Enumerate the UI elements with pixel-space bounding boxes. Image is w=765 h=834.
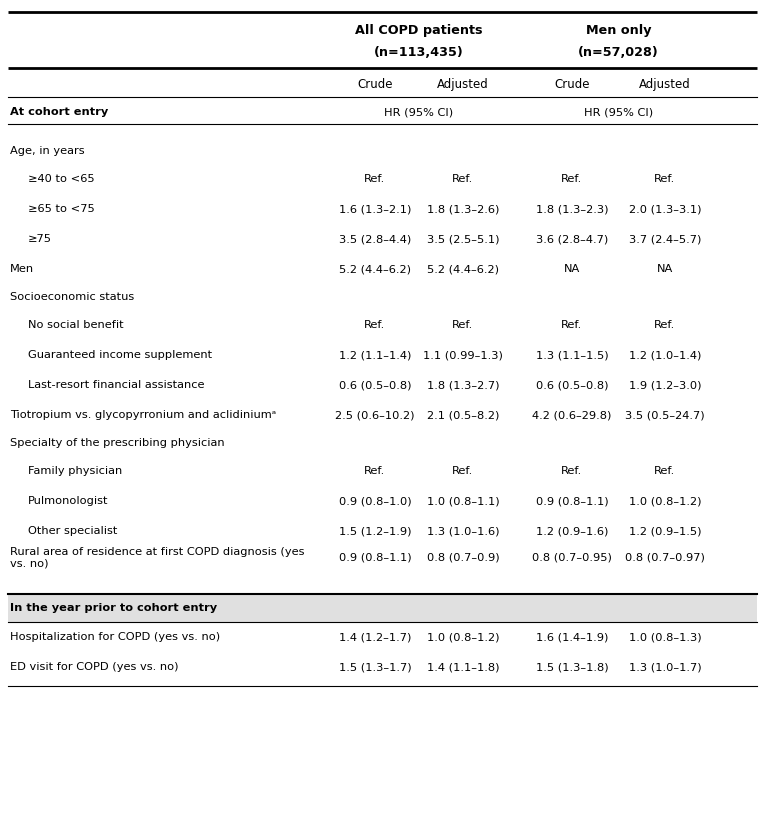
Text: 1.5 (1.3–1.7): 1.5 (1.3–1.7) [339,662,412,672]
Text: (n=57,028): (n=57,028) [578,46,659,58]
Text: Ref.: Ref. [452,320,474,330]
Text: Ref.: Ref. [452,466,474,476]
Text: Ref.: Ref. [364,174,386,184]
Text: Men: Men [10,264,34,274]
Text: 1.0 (0.8–1.3): 1.0 (0.8–1.3) [629,632,702,642]
Text: 0.8 (0.7–0.9): 0.8 (0.7–0.9) [427,553,500,563]
Text: 1.8 (1.3–2.7): 1.8 (1.3–2.7) [427,380,500,390]
Text: 0.9 (0.8–1.1): 0.9 (0.8–1.1) [339,553,412,563]
Text: Ref.: Ref. [364,320,386,330]
Text: Pulmonologist: Pulmonologist [28,496,109,506]
Text: 1.6 (1.3–2.1): 1.6 (1.3–2.1) [339,204,411,214]
Text: Guaranteed income supplement: Guaranteed income supplement [28,350,212,360]
Text: In the year prior to cohort entry: In the year prior to cohort entry [10,603,217,613]
Text: Ref.: Ref. [452,174,474,184]
Text: (n=113,435): (n=113,435) [374,46,464,58]
Text: At cohort entry: At cohort entry [10,107,109,117]
Text: 1.4 (1.1–1.8): 1.4 (1.1–1.8) [427,662,500,672]
Text: 1.9 (1.2–3.0): 1.9 (1.2–3.0) [629,380,702,390]
Text: 3.5 (2.5–5.1): 3.5 (2.5–5.1) [427,234,500,244]
Text: Last-resort financial assistance: Last-resort financial assistance [28,380,204,390]
Text: 2.5 (0.6–10.2): 2.5 (0.6–10.2) [335,410,415,420]
Text: ≥65 to <75: ≥65 to <75 [28,204,95,214]
Text: 2.1 (0.5–8.2): 2.1 (0.5–8.2) [427,410,500,420]
Text: 1.6 (1.4–1.9): 1.6 (1.4–1.9) [536,632,608,642]
Text: Age, in years: Age, in years [10,146,85,156]
Text: 1.8 (1.3–2.6): 1.8 (1.3–2.6) [427,204,500,214]
Text: 1.3 (1.0–1.7): 1.3 (1.0–1.7) [629,662,702,672]
Text: Socioeconomic status: Socioeconomic status [10,292,134,302]
Text: Ref.: Ref. [654,466,675,476]
Text: 0.8 (0.7–0.97): 0.8 (0.7–0.97) [625,553,705,563]
Text: Ref.: Ref. [654,320,675,330]
Text: 0.8 (0.7–0.95): 0.8 (0.7–0.95) [532,553,612,563]
Text: Family physician: Family physician [28,466,122,476]
Text: 1.1 (0.99–1.3): 1.1 (0.99–1.3) [423,350,503,360]
Text: All COPD patients: All COPD patients [355,23,483,37]
Text: Adjusted: Adjusted [437,78,489,91]
Text: 0.9 (0.8–1.1): 0.9 (0.8–1.1) [536,496,608,506]
Text: 3.7 (2.4–5.7): 3.7 (2.4–5.7) [629,234,702,244]
Text: 1.3 (1.1–1.5): 1.3 (1.1–1.5) [536,350,608,360]
Text: 2.0 (1.3–3.1): 2.0 (1.3–3.1) [629,204,702,214]
Text: ≥75: ≥75 [28,234,52,244]
Text: Men only: Men only [586,23,651,37]
Text: Crude: Crude [555,78,590,91]
Text: 5.2 (4.4–6.2): 5.2 (4.4–6.2) [427,264,499,274]
Text: 3.5 (2.8–4.4): 3.5 (2.8–4.4) [339,234,411,244]
Text: 1.2 (1.1–1.4): 1.2 (1.1–1.4) [339,350,411,360]
Text: Ref.: Ref. [364,466,386,476]
Text: Hospitalization for COPD (yes vs. no): Hospitalization for COPD (yes vs. no) [10,632,220,642]
Text: HR (95% CI): HR (95% CI) [385,107,454,117]
Text: 1.5 (1.2–1.9): 1.5 (1.2–1.9) [339,526,412,536]
Text: Other specialist: Other specialist [28,526,117,536]
Text: 1.0 (0.8–1.1): 1.0 (0.8–1.1) [427,496,500,506]
Text: Ref.: Ref. [654,174,675,184]
Text: Ref.: Ref. [562,466,583,476]
Text: No social benefit: No social benefit [28,320,124,330]
Text: NA: NA [564,264,580,274]
Text: Ref.: Ref. [562,320,583,330]
Text: HR (95% CI): HR (95% CI) [584,107,653,117]
Text: 1.4 (1.2–1.7): 1.4 (1.2–1.7) [339,632,411,642]
Text: 5.2 (4.4–6.2): 5.2 (4.4–6.2) [339,264,411,274]
Text: 1.0 (0.8–1.2): 1.0 (0.8–1.2) [629,496,702,506]
Text: 1.2 (0.9–1.5): 1.2 (0.9–1.5) [629,526,702,536]
Text: 1.2 (0.9–1.6): 1.2 (0.9–1.6) [536,526,608,536]
Text: Specialty of the prescribing physician: Specialty of the prescribing physician [10,438,225,448]
Text: 0.9 (0.8–1.0): 0.9 (0.8–1.0) [339,496,412,506]
Text: ≥40 to <65: ≥40 to <65 [28,174,95,184]
Text: 0.6 (0.5–0.8): 0.6 (0.5–0.8) [536,380,608,390]
Text: 1.0 (0.8–1.2): 1.0 (0.8–1.2) [427,632,500,642]
Text: 1.8 (1.3–2.3): 1.8 (1.3–2.3) [536,204,608,214]
Text: 1.5 (1.3–1.8): 1.5 (1.3–1.8) [536,662,608,672]
Text: Tiotropium vs. glycopyrronium and aclidiniumᵃ: Tiotropium vs. glycopyrronium and aclidi… [10,410,276,420]
Text: 1.2 (1.0–1.4): 1.2 (1.0–1.4) [629,350,702,360]
Text: 0.6 (0.5–0.8): 0.6 (0.5–0.8) [339,380,412,390]
Bar [8,594,757,622]
Text: 1.3 (1.0–1.6): 1.3 (1.0–1.6) [427,526,500,536]
Text: ED visit for COPD (yes vs. no): ED visit for COPD (yes vs. no) [10,662,178,672]
Text: Adjusted: Adjusted [639,78,691,91]
Text: Crude: Crude [357,78,392,91]
Text: 3.6 (2.8–4.7): 3.6 (2.8–4.7) [536,234,608,244]
Text: NA: NA [657,264,673,274]
Text: Ref.: Ref. [562,174,583,184]
Text: Rural area of residence at first COPD diagnosis (yes
vs. no): Rural area of residence at first COPD di… [10,547,304,569]
Text: 3.5 (0.5–24.7): 3.5 (0.5–24.7) [625,410,705,420]
Text: 4.2 (0.6–29.8): 4.2 (0.6–29.8) [532,410,612,420]
